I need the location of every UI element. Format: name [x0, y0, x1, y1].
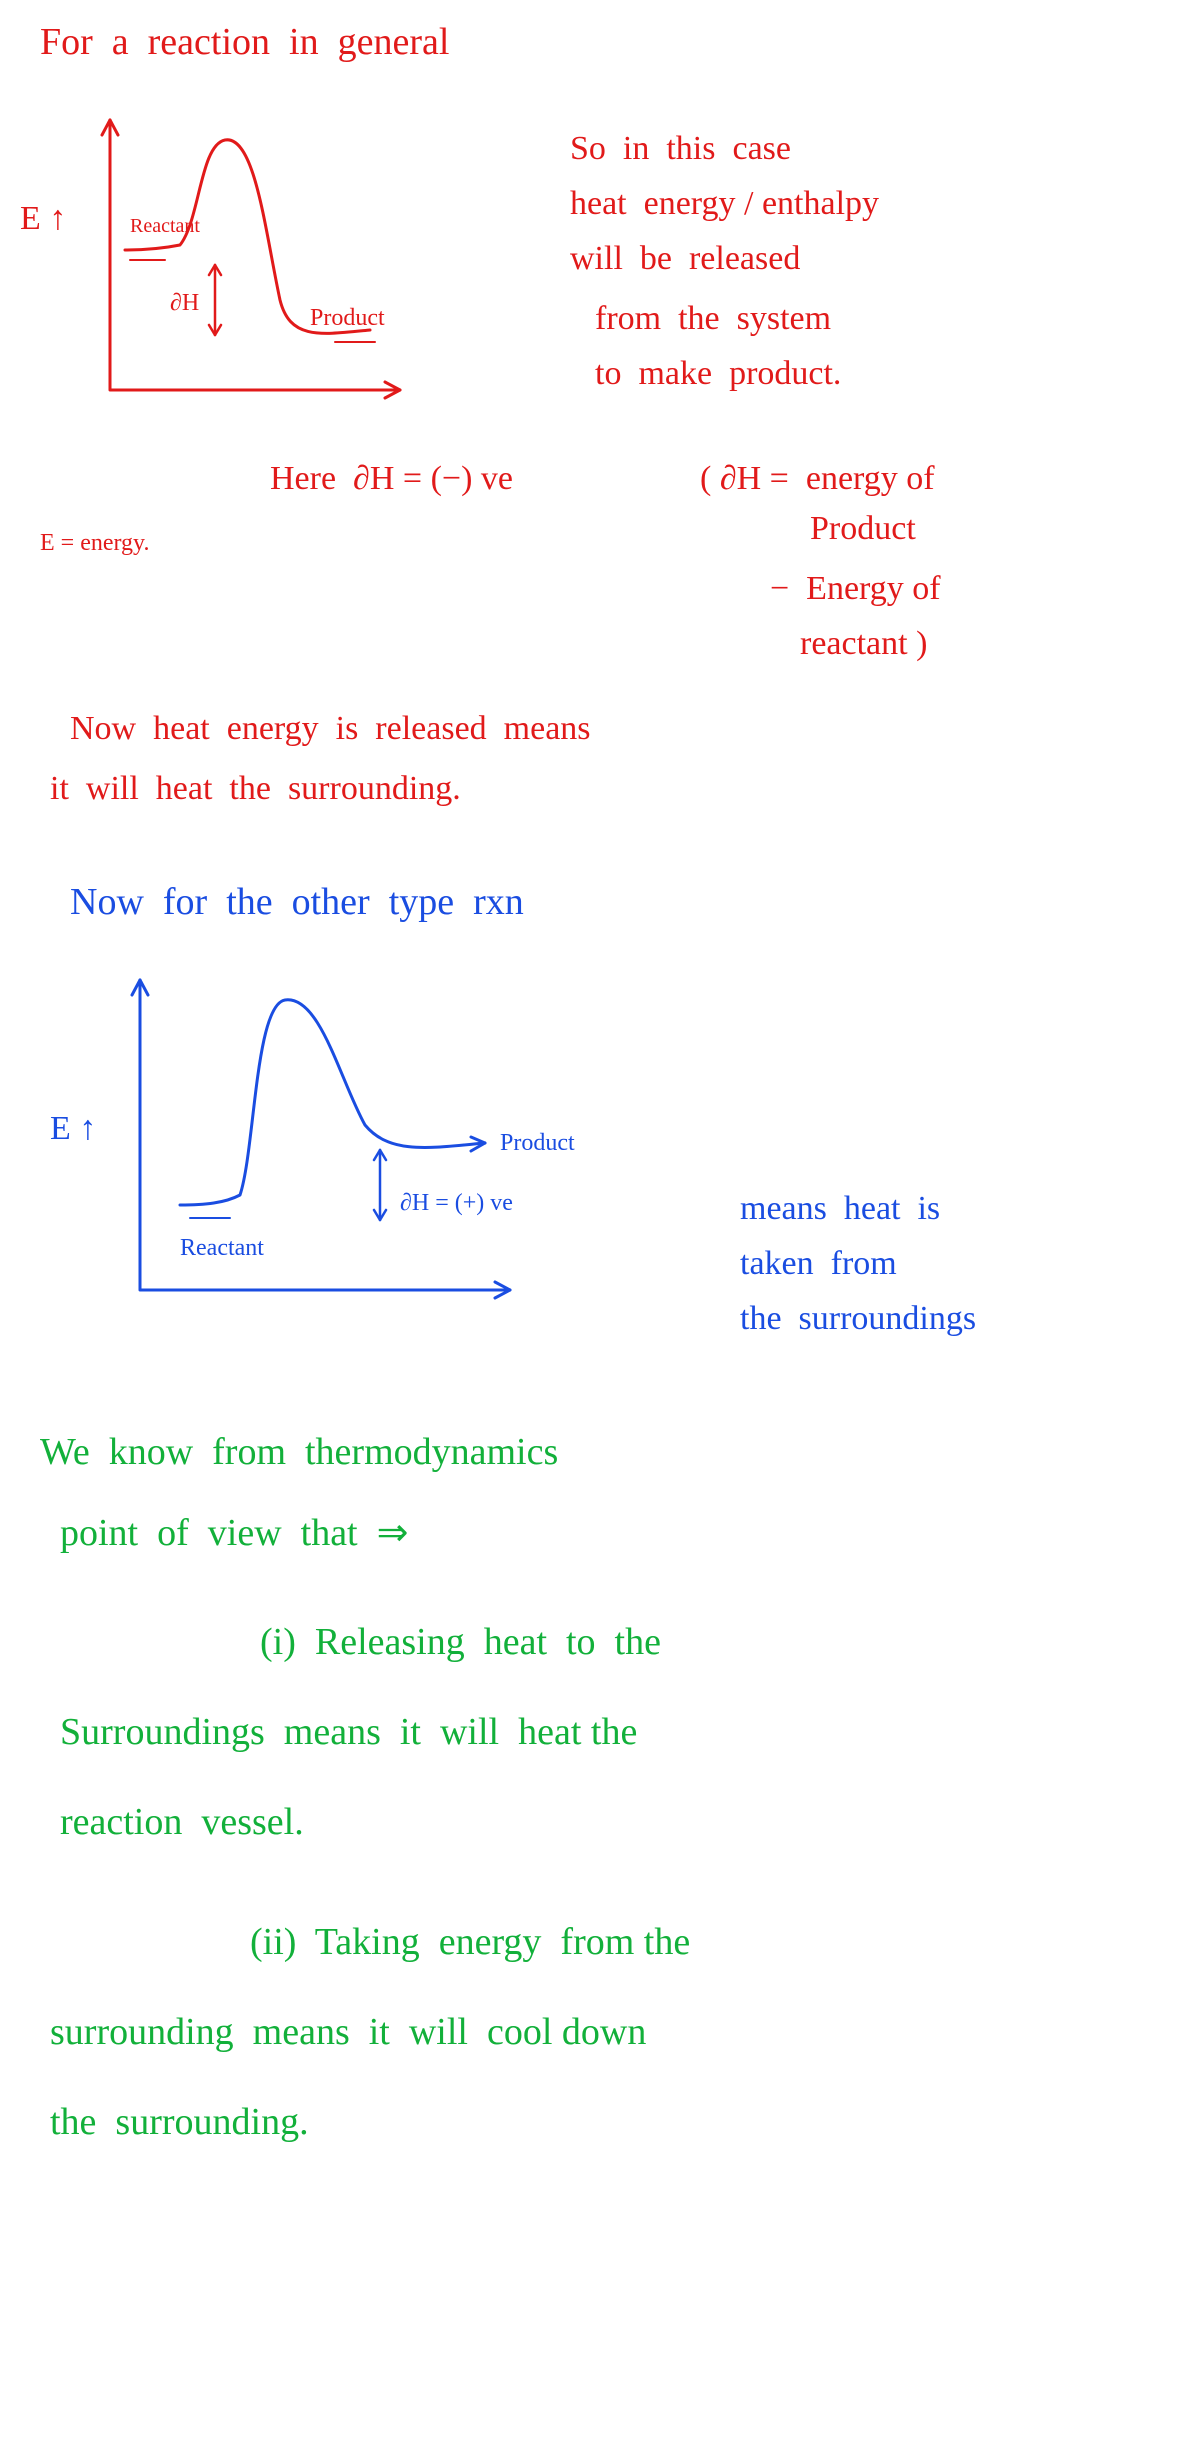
- body-line: it will heat the surrounding.: [50, 770, 461, 808]
- green-point-i: (i) Releasing heat to the: [260, 1620, 661, 1664]
- axis-label-e: E ↑: [20, 200, 66, 238]
- explain-line: to make product.: [595, 355, 841, 393]
- dh-label: ∂H: [170, 290, 199, 317]
- dh-positive-label: ∂H = (+) ve: [400, 1190, 513, 1217]
- energy-diagram-exothermic: [70, 100, 430, 420]
- green-point-ii: (ii) Taking energy from the: [250, 1920, 690, 1964]
- green-point-ii: surrounding means it will cool down: [50, 2010, 646, 2054]
- green-line: point of view that ⇒: [60, 1510, 408, 1555]
- green-line: We know from thermodynamics: [40, 1430, 558, 1474]
- delta-h-arrow: [374, 1150, 386, 1220]
- explain-line: will be released: [570, 240, 800, 278]
- heading-line: For a reaction in general: [40, 20, 449, 64]
- body-line: Now heat energy is released means: [70, 710, 591, 748]
- green-point-ii: the surrounding.: [50, 2100, 309, 2144]
- dh-definition-line: Product: [810, 510, 916, 548]
- energy-diagram-endothermic: [90, 960, 540, 1320]
- dh-definition-line: ( ∂H = energy of: [700, 460, 935, 498]
- green-point-i: reaction vessel.: [60, 1800, 304, 1844]
- e-equals-energy: E = energy.: [40, 530, 150, 557]
- axis-label-e-blue: E ↑: [50, 1110, 96, 1148]
- handwritten-notes-page: For a reaction in general E ↑ Reactant ∂…: [0, 0, 1200, 2461]
- product-label-blue: Product: [500, 1130, 575, 1157]
- delta-h-arrow: [209, 265, 221, 335]
- dh-negative-line: Here ∂H = (−) ve: [270, 460, 513, 498]
- green-point-i: Surroundings means it will heat the: [60, 1710, 637, 1754]
- reactant-label-blue: Reactant: [180, 1235, 264, 1262]
- product-label: Product: [310, 305, 385, 332]
- reaction-curve: [180, 1000, 485, 1205]
- explain-line: heat energy / enthalpy: [570, 185, 879, 223]
- blue-heading: Now for the other type rxn: [70, 880, 524, 924]
- reactant-label: Reactant: [130, 215, 200, 238]
- blue-explain-line: taken from: [740, 1245, 897, 1283]
- explain-line: So in this case: [570, 130, 791, 168]
- dh-definition-line: reactant ): [800, 625, 927, 663]
- blue-explain-line: means heat is: [740, 1190, 940, 1228]
- explain-line: from the system: [595, 300, 831, 338]
- blue-explain-line: the surroundings: [740, 1300, 976, 1338]
- dh-definition-line: − Energy of: [770, 570, 941, 608]
